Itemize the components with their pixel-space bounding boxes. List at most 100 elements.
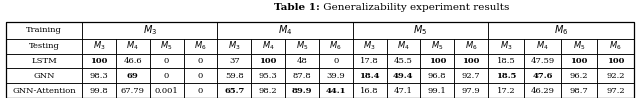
Bar [251,54,285,68]
Text: GNN: GNN [33,72,55,80]
Bar [561,68,597,83]
Bar [353,83,387,98]
Bar [454,83,488,98]
Text: $M_4$: $M_4$ [536,40,549,52]
Text: $M_5$: $M_5$ [573,40,585,52]
Bar [561,83,597,98]
Text: 87.8: 87.8 [292,72,311,80]
Text: $M_3$: $M_3$ [500,40,513,52]
Bar [597,68,634,83]
Text: 92.7: 92.7 [462,72,481,80]
Text: 100: 100 [607,57,624,65]
Text: $M_4$: $M_4$ [127,40,139,52]
Text: $M_5$: $M_5$ [413,23,428,37]
Bar [6,83,82,98]
Bar [218,39,251,54]
Bar [524,83,561,98]
Text: 47.59: 47.59 [531,57,555,65]
Bar [285,68,319,83]
Text: $M_4$: $M_4$ [262,40,275,52]
Text: 46.29: 46.29 [531,87,555,95]
Text: 95.3: 95.3 [259,72,278,80]
Bar [6,22,82,39]
Bar [387,39,420,54]
Text: 17.8: 17.8 [360,57,379,65]
Text: 100: 100 [90,57,108,65]
Text: $M_3$: $M_3$ [228,40,241,52]
Bar [454,54,488,68]
Text: 97.2: 97.2 [606,87,625,95]
Bar [387,54,420,68]
Bar [597,54,634,68]
Bar [116,68,150,83]
Bar [6,39,82,54]
Bar [285,83,319,98]
Bar [319,54,353,68]
Bar [218,22,353,39]
Text: 0: 0 [198,87,203,95]
Bar [150,83,184,98]
Bar [488,83,524,98]
Bar [184,68,218,83]
Text: 67.79: 67.79 [121,87,145,95]
Text: 18.5: 18.5 [496,72,516,80]
Text: 0: 0 [333,57,339,65]
Text: 18.5: 18.5 [497,57,516,65]
Bar [524,68,561,83]
Bar [251,68,285,83]
Bar [353,39,387,54]
Bar [251,39,285,54]
Text: 98.2: 98.2 [259,87,277,95]
Text: LSTM: LSTM [31,57,57,65]
Text: 0: 0 [198,72,203,80]
Text: 49.4: 49.4 [393,72,413,80]
Text: 39.9: 39.9 [326,72,345,80]
Text: 0: 0 [198,57,203,65]
Bar [82,83,116,98]
Bar [218,68,251,83]
Bar [6,54,82,68]
Text: 100: 100 [429,57,446,65]
Bar [488,39,524,54]
Bar [454,39,488,54]
Bar [6,68,82,83]
Text: 99.1: 99.1 [428,87,447,95]
Text: 46.6: 46.6 [124,57,142,65]
Bar [285,54,319,68]
Bar [597,39,634,54]
Bar [524,39,561,54]
Text: $M_5$: $M_5$ [296,40,308,52]
Text: 17.2: 17.2 [497,87,516,95]
Bar [524,54,561,68]
Text: 69: 69 [127,72,139,80]
Text: 0: 0 [164,72,169,80]
Text: 98.7: 98.7 [570,87,588,95]
Text: GNN-Attention: GNN-Attention [12,87,76,95]
Text: 96.2: 96.2 [570,72,588,80]
Text: Table 1:: Table 1: [274,3,320,12]
Text: $M_6$: $M_6$ [465,40,477,52]
Bar [285,39,319,54]
Bar [218,83,251,98]
Bar [150,54,184,68]
Bar [353,54,387,68]
Bar [184,83,218,98]
Bar [353,22,488,39]
Text: $M_6$: $M_6$ [194,40,207,52]
Bar [116,39,150,54]
Text: 16.8: 16.8 [360,87,379,95]
Bar [116,54,150,68]
Text: 100: 100 [259,57,276,65]
Bar [454,68,488,83]
Bar [488,54,524,68]
Text: 18.4: 18.4 [359,72,380,80]
Text: Training: Training [26,26,62,34]
Bar [82,39,116,54]
Text: 47.1: 47.1 [394,87,413,95]
Bar [597,83,634,98]
Text: $M_4$: $M_4$ [278,23,292,37]
Bar [116,83,150,98]
Bar [387,68,420,83]
Text: 48: 48 [296,57,307,65]
Text: Generalizability experiment results: Generalizability experiment results [320,3,509,12]
